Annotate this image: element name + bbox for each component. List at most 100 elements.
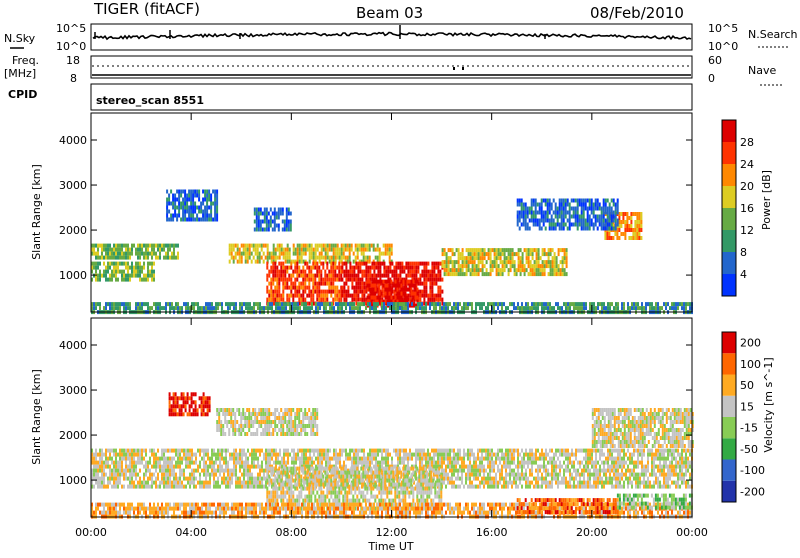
heatmap-cell [593, 302, 595, 306]
heatmap-cell [381, 457, 383, 461]
heatmap-cell [401, 457, 403, 461]
heatmap-cell [405, 453, 407, 457]
heatmap-cell [505, 473, 507, 477]
heatmap-cell [266, 224, 268, 228]
heatmap-cell [101, 274, 103, 278]
heatmap-cell [275, 461, 277, 465]
heatmap-cell [235, 481, 237, 485]
heatmap-cell [442, 264, 444, 268]
heatmap-cell [171, 469, 173, 473]
heatmap-cell [279, 256, 281, 260]
heatmap-cell [297, 252, 299, 256]
heatmap-cell [325, 457, 327, 461]
heatmap-cell [451, 473, 453, 477]
heatmap-cell [565, 207, 567, 211]
heatmap-cell [547, 302, 549, 306]
heatmap-cell [338, 278, 340, 282]
heatmap-cell [129, 461, 131, 465]
heatmap-cell [151, 256, 153, 260]
heatmap-cell [345, 274, 347, 278]
heatmap-cell [399, 296, 401, 300]
heatmap-cell [161, 469, 163, 473]
heatmap-cell [137, 461, 139, 465]
heatmap-cell [97, 473, 99, 477]
heatmap-cell [415, 284, 417, 288]
heatmap-cell [290, 294, 292, 298]
heatmap-cell [257, 477, 259, 481]
heatmap-cell [624, 228, 626, 232]
heatmap-cell [351, 449, 353, 453]
heatmap-cell [215, 453, 217, 457]
heatmap-cell [467, 457, 469, 461]
heatmap-cell [489, 457, 491, 461]
heatmap-cell [137, 262, 139, 266]
heatmap-cell [448, 272, 450, 276]
heatmap-cell [493, 481, 495, 485]
heatmap-cell [455, 485, 457, 489]
heatmap-cell [579, 203, 581, 207]
heatmap-cell [265, 244, 267, 248]
heatmap-cell [143, 278, 145, 282]
heatmap-cell [465, 453, 467, 457]
heatmap-cell [367, 288, 369, 292]
heatmap-cell [659, 306, 661, 310]
heatmap-cell [429, 274, 431, 278]
heatmap-cell [183, 302, 185, 306]
heatmap-cell [203, 469, 205, 473]
heatmap-cell [505, 481, 507, 485]
heatmap-cell [435, 262, 437, 266]
heatmap-cell [239, 256, 241, 260]
heatmap-cell [479, 449, 481, 453]
heatmap-cell [577, 203, 579, 207]
heatmap-cell [157, 306, 159, 310]
heatmap-cell [470, 268, 472, 272]
heatmap-cell [517, 465, 519, 469]
heatmap-cell [385, 248, 387, 252]
heatmap-cell [165, 477, 167, 481]
heatmap-cell [210, 218, 212, 222]
heatmap-cell [143, 457, 145, 461]
heatmap-cell [282, 266, 284, 270]
heatmap-cell [229, 244, 231, 248]
heatmap-cell [519, 461, 521, 465]
heatmap-cell [201, 457, 203, 461]
heatmap-cell [630, 212, 632, 216]
heatmap-cell [198, 190, 200, 194]
heatmap-cell [139, 256, 141, 260]
heatmap-cell [194, 190, 196, 194]
heatmap-cell [469, 477, 471, 481]
heatmap-cell [229, 457, 231, 461]
heatmap-cell [123, 302, 125, 306]
heatmap-cell [213, 306, 215, 310]
cpid-label: CPID [8, 88, 37, 101]
heatmap-cell [119, 453, 121, 457]
heatmap-cell [534, 260, 536, 264]
heatmap-cell [561, 223, 563, 227]
heatmap-cell [199, 473, 201, 477]
heatmap-cell [543, 306, 545, 310]
heatmap-cell [546, 260, 548, 264]
heatmap-cell [127, 270, 129, 274]
heatmap-cell [295, 457, 297, 461]
heatmap-cell [201, 481, 203, 485]
heatmap-cell [500, 252, 502, 256]
heatmap-cell [387, 266, 389, 270]
heatmap-cell [147, 461, 149, 465]
heatmap-cell [541, 302, 543, 306]
heatmap-cell [274, 212, 276, 216]
heatmap-cell [487, 302, 489, 306]
heatmap-cell [583, 306, 585, 310]
heatmap-cell [521, 302, 523, 306]
heatmap-cell [145, 469, 147, 473]
heatmap-cell [521, 461, 523, 465]
heatmap-cell [465, 306, 467, 310]
heatmap-cell [373, 270, 375, 274]
heatmap-cell [561, 203, 563, 207]
heatmap-cell [357, 252, 359, 256]
heatmap-cell [190, 198, 192, 202]
heatmap-cell [517, 211, 519, 215]
heatmap-cell [373, 449, 375, 453]
heatmap-cell [451, 481, 453, 485]
heatmap-cell [517, 215, 519, 219]
heatmap-cell [486, 272, 488, 276]
